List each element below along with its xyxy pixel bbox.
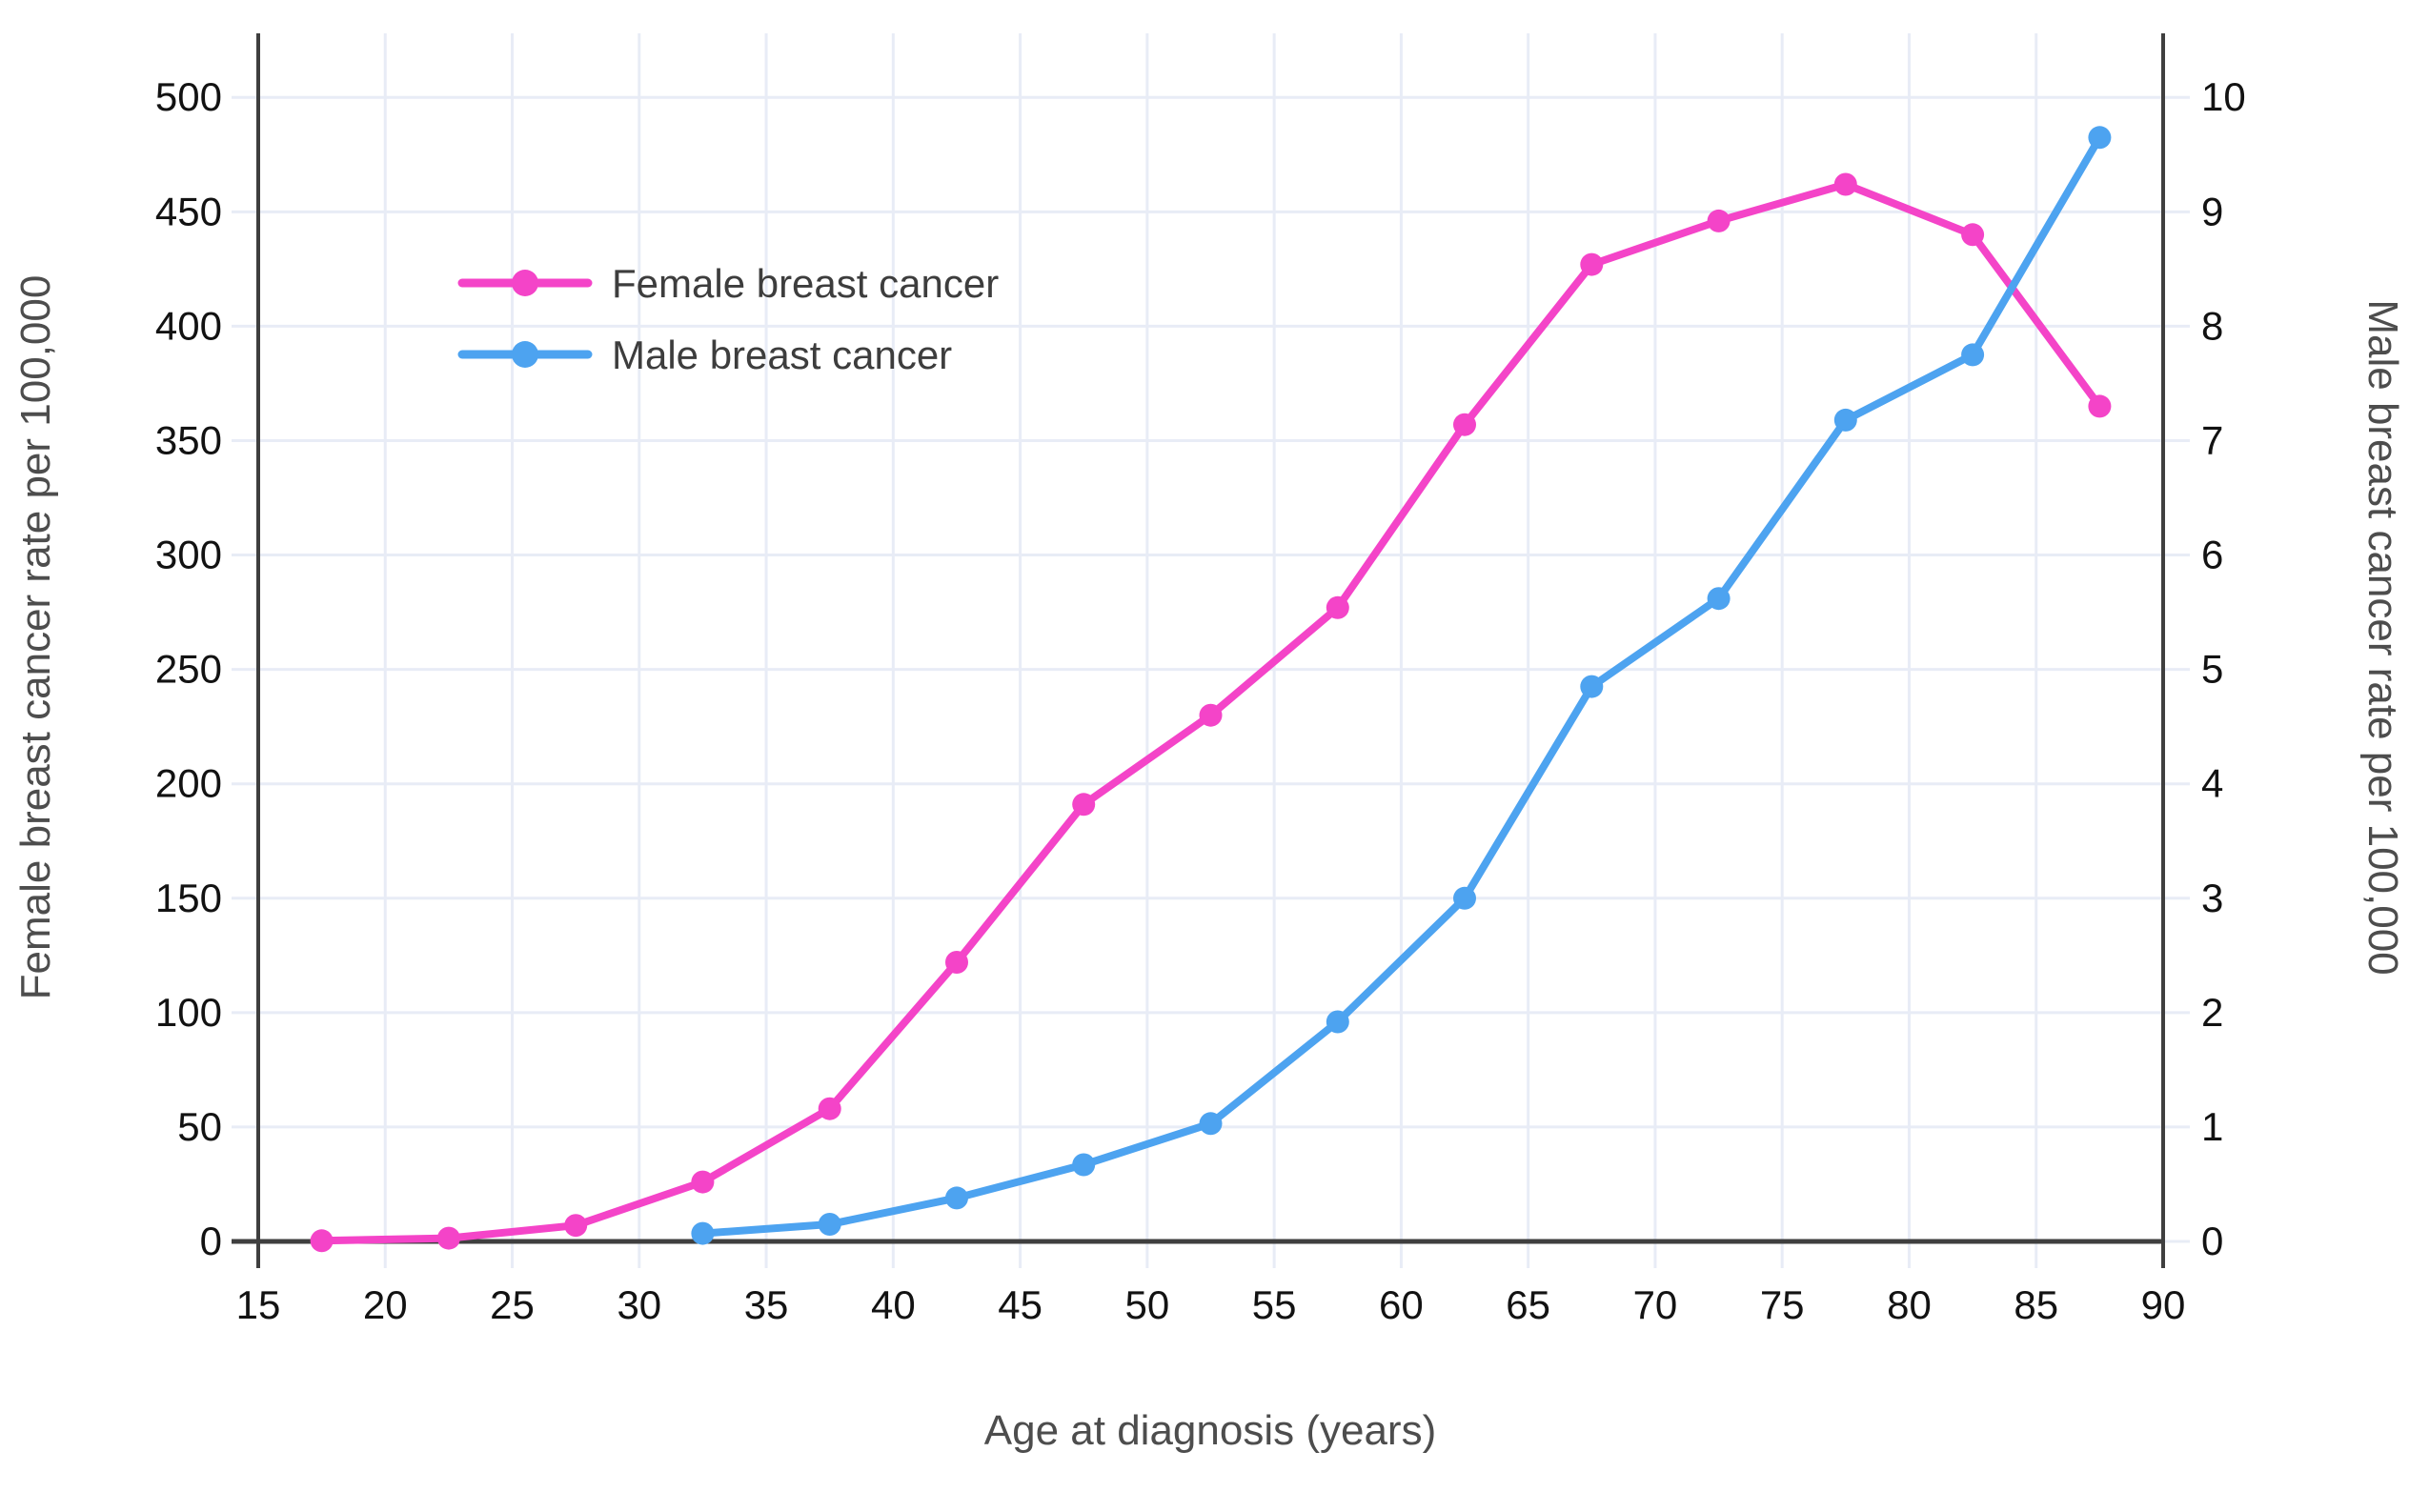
right-y-tick-label: 3 bbox=[2201, 876, 2223, 920]
male-data-point bbox=[1580, 675, 1604, 698]
female-data-point bbox=[945, 951, 968, 974]
male-data-point bbox=[691, 1221, 715, 1245]
right-y-tick-label: 1 bbox=[2201, 1104, 2223, 1149]
left-y-tick-label: 500 bbox=[155, 74, 222, 119]
left-y-tick-label: 200 bbox=[155, 761, 222, 806]
female-data-point bbox=[1199, 703, 1223, 727]
x-tick-label: 25 bbox=[490, 1282, 535, 1327]
female-data-point bbox=[310, 1229, 334, 1253]
left-y-axis-title: Female breast cancer rate per 100,000 bbox=[12, 275, 59, 1000]
series-male-breast-cancer bbox=[691, 126, 2112, 1245]
x-tick-label: 60 bbox=[1379, 1282, 1424, 1327]
right-y-tick-label: 8 bbox=[2201, 303, 2223, 348]
female-data-point bbox=[1961, 223, 1985, 247]
x-tick-label: 35 bbox=[744, 1282, 789, 1327]
male-data-point bbox=[1833, 408, 1857, 432]
right-y-tick-label: 4 bbox=[2201, 761, 2223, 806]
x-tick-label: 15 bbox=[236, 1282, 281, 1327]
x-tick-label: 55 bbox=[1252, 1282, 1297, 1327]
x-tick-label: 50 bbox=[1125, 1282, 1170, 1327]
x-tick-label: 75 bbox=[1760, 1282, 1805, 1327]
female-data-point bbox=[1453, 413, 1476, 436]
x-tick-label: 40 bbox=[871, 1282, 916, 1327]
legend-label: Female breast cancer bbox=[612, 261, 999, 306]
x-tick-label: 45 bbox=[998, 1282, 1043, 1327]
right-y-tick-label: 0 bbox=[2201, 1219, 2223, 1263]
male-data-point bbox=[1072, 1153, 1096, 1177]
legend-label: Male breast cancer bbox=[612, 333, 952, 377]
legend-marker-dot bbox=[512, 270, 538, 296]
right-y-tick-label: 5 bbox=[2201, 647, 2223, 692]
x-axis-title: Age at diagnosis (years) bbox=[984, 1407, 1436, 1454]
legend-item-female[interactable]: Female breast cancer bbox=[457, 261, 999, 306]
female-data-point bbox=[2088, 394, 2112, 418]
x-tick-label: 90 bbox=[2141, 1282, 2186, 1327]
left-y-tick-label: 150 bbox=[155, 876, 222, 920]
female-data-point bbox=[1580, 252, 1604, 276]
axis-lines bbox=[232, 33, 2165, 1268]
female-data-point bbox=[1326, 595, 1349, 619]
right-y-tick-label: 7 bbox=[2201, 417, 2223, 462]
male-data-point bbox=[1326, 1010, 1349, 1034]
female-data-point bbox=[691, 1170, 715, 1194]
series-female-breast-cancer bbox=[310, 172, 2112, 1253]
male-data-point bbox=[945, 1186, 968, 1210]
female-data-point bbox=[1833, 172, 1857, 196]
male-line bbox=[698, 133, 2104, 1238]
male-data-point bbox=[818, 1213, 841, 1236]
tick-labels: 15 20 25 30 35 40 45 50 55 60 65 70 75 80 85 9005010015… bbox=[155, 74, 2246, 1327]
x-tick-label: 30 bbox=[617, 1282, 661, 1327]
left-y-tick-label: 250 bbox=[155, 647, 222, 692]
right-y-tick-label: 6 bbox=[2201, 533, 2223, 577]
vertical-gridlines bbox=[256, 33, 2165, 1268]
female-data-point bbox=[564, 1214, 588, 1238]
x-tick-label: 80 bbox=[1887, 1282, 1932, 1327]
male-data-point bbox=[1453, 886, 1476, 910]
series-group bbox=[310, 126, 2112, 1253]
legend-item-male[interactable]: Male breast cancer bbox=[457, 333, 952, 377]
male-data-point bbox=[2088, 126, 2112, 150]
left-y-tick-label: 450 bbox=[155, 189, 222, 233]
x-tick-label: 85 bbox=[2014, 1282, 2058, 1327]
legend: Female breast cancer Male breast cancer bbox=[457, 261, 999, 377]
right-y-tick-label: 2 bbox=[2201, 990, 2223, 1035]
male-data-point bbox=[1199, 1112, 1223, 1136]
right-y-tick-label: 9 bbox=[2201, 189, 2223, 233]
left-y-tick-label: 400 bbox=[155, 303, 222, 348]
right-y-axis-title: Male breast cancer rate per 100,000 bbox=[2359, 299, 2406, 975]
left-y-tick-label: 50 bbox=[177, 1104, 222, 1149]
female-data-point bbox=[1072, 793, 1096, 816]
left-y-tick-label: 300 bbox=[155, 533, 222, 577]
left-y-tick-label: 350 bbox=[155, 417, 222, 462]
horizontal-gridlines bbox=[232, 95, 2190, 1244]
female-data-point bbox=[818, 1097, 841, 1120]
right-y-tick-label: 10 bbox=[2201, 74, 2246, 119]
x-tick-label: 65 bbox=[1506, 1282, 1550, 1327]
male-data-point bbox=[1961, 343, 1985, 367]
female-data-point bbox=[1707, 209, 1731, 232]
male-data-point bbox=[1707, 587, 1731, 611]
female-data-point bbox=[436, 1226, 460, 1250]
left-y-tick-label: 100 bbox=[155, 990, 222, 1035]
left-y-tick-label: 0 bbox=[200, 1219, 222, 1263]
x-tick-label: 70 bbox=[1633, 1282, 1678, 1327]
legend-marker-dot bbox=[512, 341, 538, 368]
x-tick-label: 20 bbox=[363, 1282, 408, 1327]
